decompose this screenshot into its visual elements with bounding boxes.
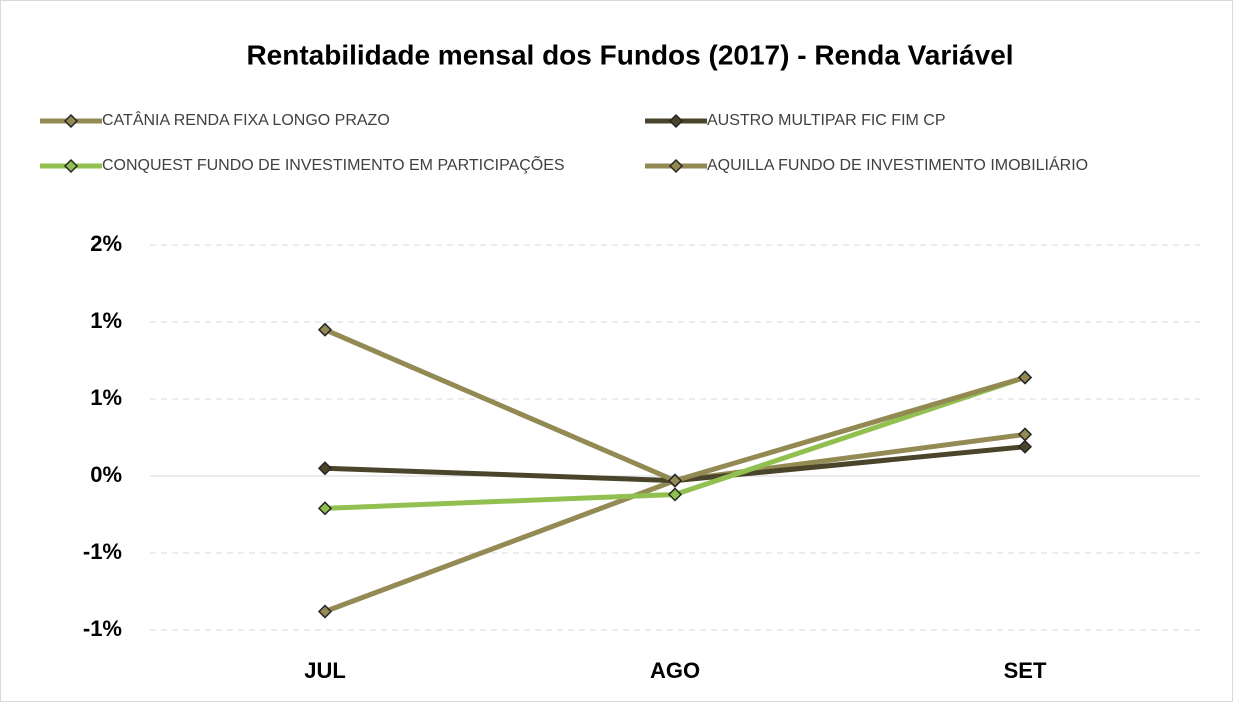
legend-label: AQUILLA FUNDO DE INVESTIMENTO IMOBILIÁRI… <box>707 155 1088 174</box>
marker <box>317 461 333 476</box>
marker <box>1017 370 1033 385</box>
x-tick-label: JUL <box>304 658 346 683</box>
marker <box>667 487 683 502</box>
legend-label: AUSTRO MULTIPAR FIC FIM CP <box>707 112 946 129</box>
x-tick-label: AGO <box>650 658 700 683</box>
marker <box>317 604 333 619</box>
marker <box>63 158 79 174</box>
y-tick-label: 1% <box>90 308 122 333</box>
y-tick-label: -1% <box>83 616 122 641</box>
marker <box>63 113 79 129</box>
y-tick-label: 0% <box>90 462 122 487</box>
legend-label: CONQUEST FUNDO DE INVESTIMENTO EM PARTIC… <box>102 154 565 174</box>
marker <box>668 113 684 129</box>
legend-label: CATÂNIA RENDA FIXA LONGO PRAZO <box>102 110 390 129</box>
marker <box>317 322 333 337</box>
y-tick-label: 1% <box>90 385 122 410</box>
marker <box>317 501 333 516</box>
marker <box>1017 439 1033 454</box>
marker <box>667 473 683 488</box>
y-tick-label: -1% <box>83 539 122 564</box>
y-tick-label: 2% <box>90 231 122 256</box>
chart-title: Rentabilidade mensal dos Fundos (2017) -… <box>246 39 1013 70</box>
x-tick-label: SET <box>1004 658 1047 683</box>
marker <box>668 158 684 174</box>
